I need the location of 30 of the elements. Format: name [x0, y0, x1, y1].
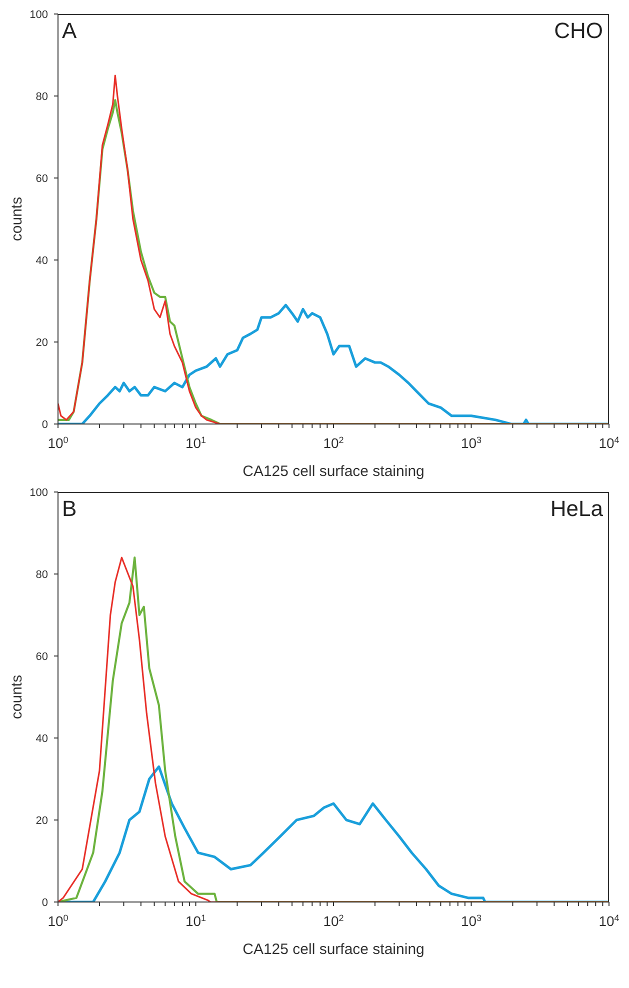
y-tick-label: 20	[36, 337, 48, 349]
annotation: HeLa	[550, 496, 603, 522]
y-tick-label: 20	[36, 815, 48, 827]
y-tick-label: 40	[36, 255, 48, 267]
annotation: A	[62, 18, 77, 44]
y-tick-label: 40	[36, 733, 48, 745]
x-tick-label: 10$^{3}$	[460, 435, 482, 451]
x-tick-label: 10$^{1}$	[185, 913, 206, 929]
x-tick-label: 10$^{4}$	[598, 913, 620, 929]
x-axis-title: CA125 cell surface staining	[242, 463, 424, 480]
x-axis-title: CA125 cell surface staining	[242, 941, 424, 958]
y-tick-label: 80	[36, 91, 48, 103]
y-axis-title: counts	[8, 196, 26, 242]
annotation: B	[62, 496, 77, 522]
x-tick-label: 10$^{1}$	[185, 435, 206, 451]
y-axis-title: counts	[8, 674, 26, 720]
x-tick-label: 10$^{3}$	[460, 913, 482, 929]
y-tick-label: 100	[30, 487, 48, 499]
x-tick-label: 10$^{2}$	[323, 913, 344, 929]
x-tick-label: 10$^{2}$	[323, 435, 344, 451]
y-tick-label: 60	[36, 651, 48, 663]
y-tick-label: 80	[36, 569, 48, 581]
y-tick-label: 100	[30, 9, 48, 21]
annotation: CHO	[554, 18, 603, 44]
y-tick-label: 60	[36, 173, 48, 185]
x-tick-label: 10$^{0}$	[48, 435, 68, 451]
x-tick-label: 10$^{4}$	[598, 435, 620, 451]
y-tick-label: 0	[42, 897, 48, 909]
x-tick-label: 10$^{0}$	[48, 913, 68, 929]
y-tick-label: 0	[42, 419, 48, 431]
